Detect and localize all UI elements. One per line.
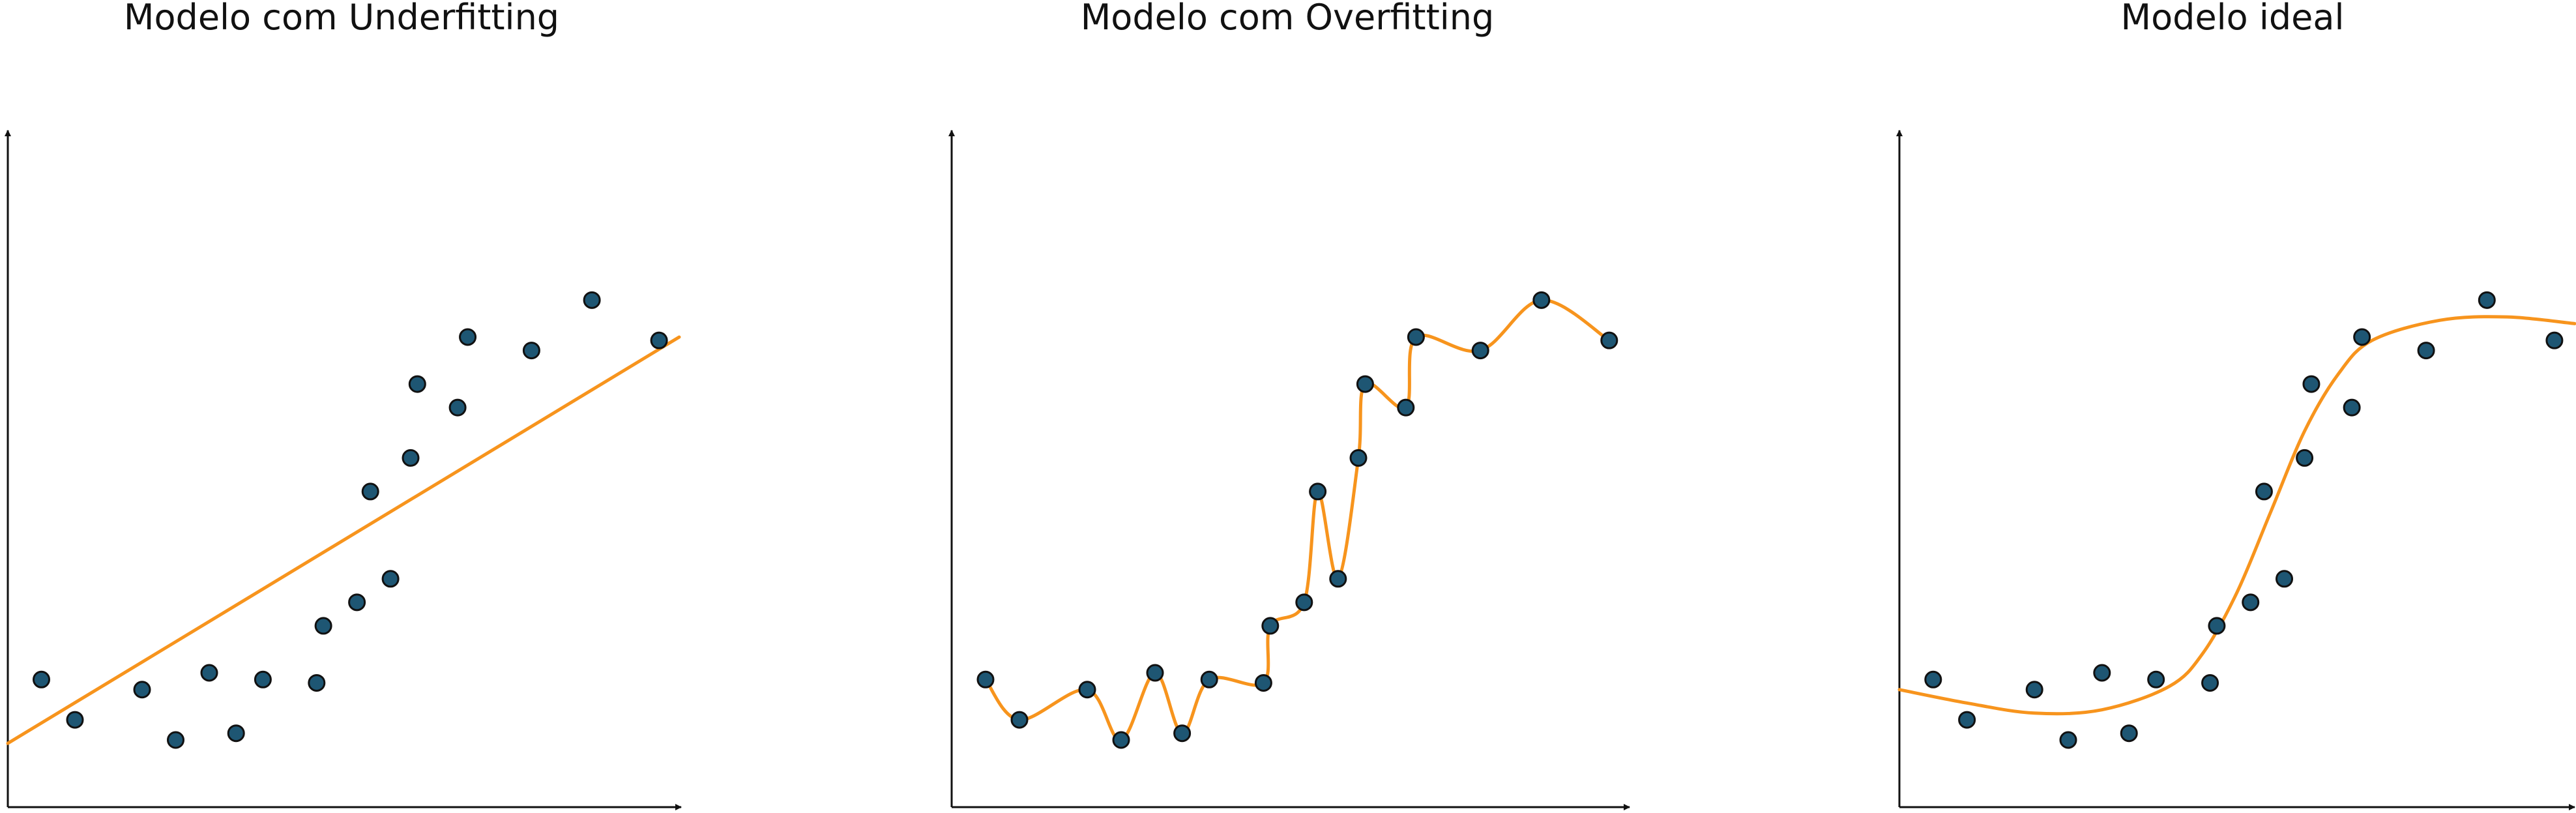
data-point [402,449,420,467]
data-point [1329,570,1347,588]
data-point [167,731,184,749]
data-point [1924,670,1942,688]
data-point [2093,664,2111,682]
data-point [2545,331,2564,349]
data-point [1173,724,1192,743]
data-point [1958,711,1976,729]
panel-ideal [1896,130,2576,810]
panel-title-underfitting: Modelo com Underfitting [123,0,560,38]
data-point [1309,482,1327,501]
data-point [2302,375,2320,393]
data-point [408,375,426,393]
data-point [2296,449,2314,467]
data-point [200,664,218,682]
data-point [1010,711,1029,729]
data-point [66,711,84,729]
data-point [361,482,379,501]
data-point [1356,375,1374,393]
data-point [1078,681,1096,699]
data-point [1532,291,1551,309]
data-point [1200,670,1218,688]
data-point [1295,593,1313,612]
data-point [2242,593,2260,612]
data-point [522,342,540,360]
data-point [2208,617,2226,635]
data-point [1349,449,1368,467]
panel-underfitting [4,130,682,810]
data-point [1397,398,1415,417]
data-point [2059,731,2077,749]
data-point [2120,724,2138,743]
data-point [2201,673,2219,692]
panel-title-overfitting: Modelo com Overfitting [1080,0,1495,38]
data-point [348,593,366,612]
data-point [1600,331,1618,349]
data-point [1471,342,1489,360]
fit-curve [1897,315,2576,716]
data-point [459,328,477,346]
fit-curve [984,298,1611,742]
data-point [650,331,668,349]
panel-title-ideal: Modelo ideal [2120,0,2345,38]
data-point [2255,482,2273,501]
data-point [227,724,245,743]
data-point [583,291,601,309]
data-point [1254,673,1272,692]
data-point [1407,328,1425,346]
data-point [33,670,50,688]
data-point [133,681,151,699]
data-point [381,570,400,588]
panel-overfitting [948,130,1630,810]
data-point [2343,398,2361,417]
data-point [2025,681,2043,699]
data-point [1112,731,1130,749]
data-point [2478,291,2496,309]
fit-curve [6,335,681,745]
data-point [2276,570,2294,588]
data-point [448,398,467,417]
data-point [308,673,326,692]
data-point [1261,617,1280,635]
data-point [314,617,332,635]
data-point [976,670,995,688]
data-point [2147,670,2165,688]
data-point [1146,664,1164,682]
data-point [254,670,272,688]
data-point [2417,342,2435,360]
data-point [2353,328,2371,346]
